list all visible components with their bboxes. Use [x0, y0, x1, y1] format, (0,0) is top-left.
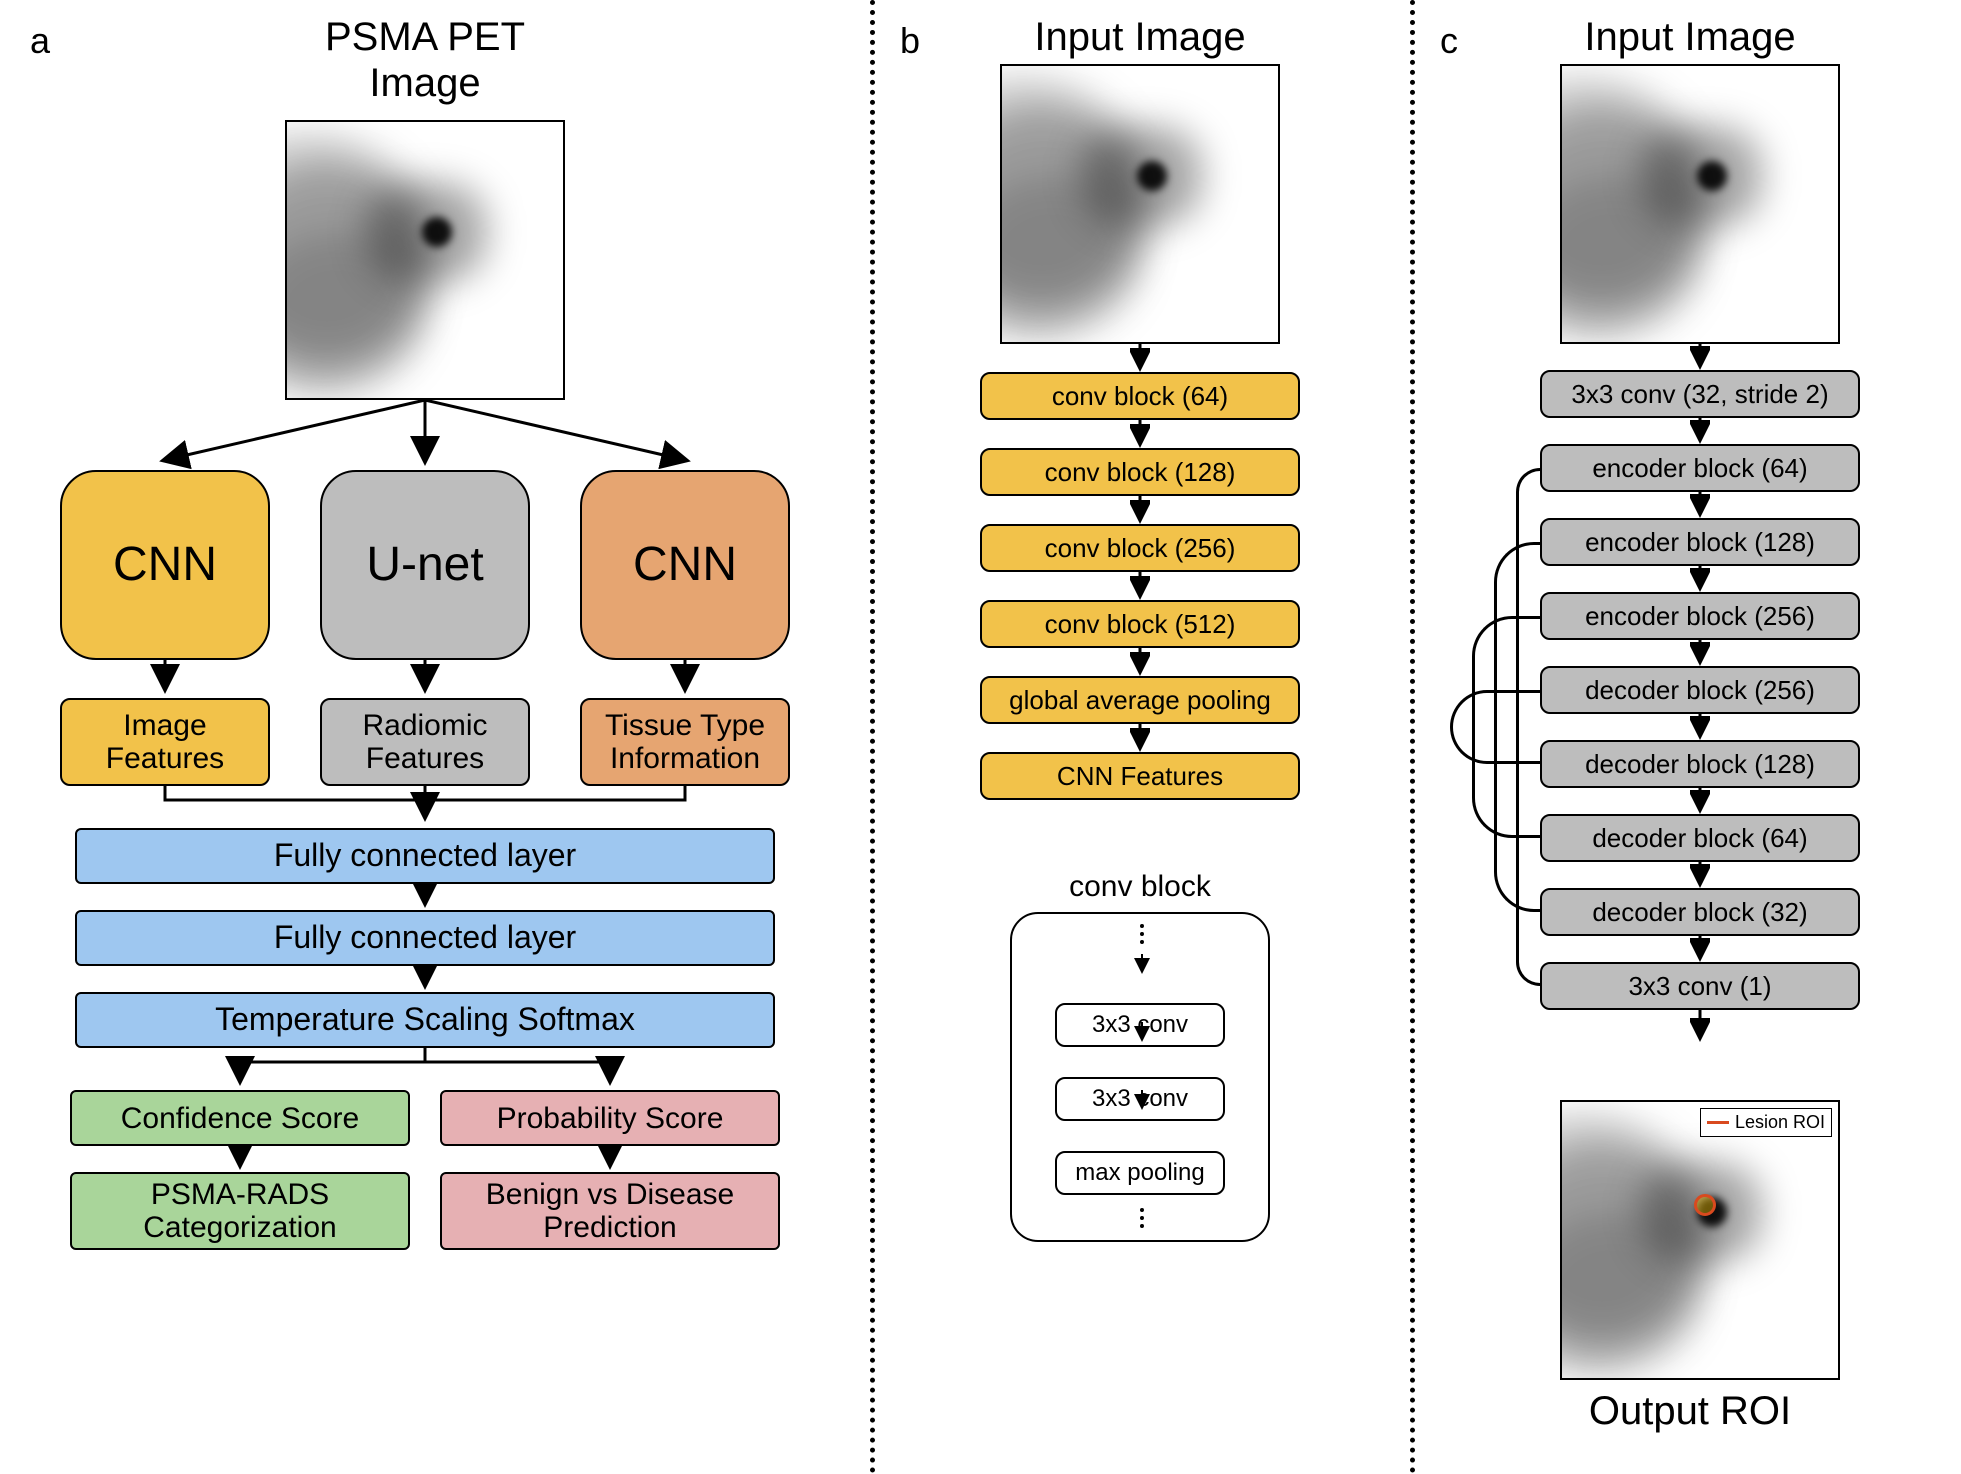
pet-image-b	[1000, 64, 1280, 344]
b-layer-5: CNN Features	[980, 752, 1300, 800]
branch-right-small-label: Tissue Type Information	[605, 709, 765, 775]
branch-right-big: CNN	[580, 470, 790, 660]
c-layer-2: encoder block (128)	[1540, 518, 1860, 566]
branch-left-big-label: CNN	[113, 539, 217, 592]
b-layer-0: conv block (64)	[980, 372, 1300, 420]
split-arrows-a	[60, 400, 790, 480]
divider-ab	[870, 0, 875, 1474]
output-left-1-label: PSMA-RADS Categorization	[143, 1178, 336, 1244]
convblock-title: conv block	[890, 870, 1390, 905]
c-layer-4: decoder block (256)	[1540, 666, 1860, 714]
roi-legend-swatch-icon	[1707, 1121, 1729, 1124]
convblock-arrows-icon	[1132, 954, 1152, 1164]
branch-left-small: Image Features	[60, 698, 270, 786]
c-layer-0: 3x3 conv (32, stride 2)	[1540, 370, 1860, 418]
branch-middle-small: Radiomic Features	[320, 698, 530, 786]
branch-right-small: Tissue Type Information	[580, 698, 790, 786]
arrow-s1-s2	[0, 966, 850, 992]
stack-1-label: Fully connected layer	[274, 920, 576, 955]
panel-c-title: Input Image	[1430, 14, 1950, 60]
c-layer-7: decoder block (32)	[1540, 888, 1860, 936]
branch-middle-small-label: Radiomic Features	[362, 709, 487, 775]
convblock-dots-top-icon	[1132, 922, 1152, 952]
b-layer-1: conv block (128)	[980, 448, 1300, 496]
branch-left-small-label: Image Features	[106, 709, 224, 775]
panel-a-title: PSMA PET Image	[0, 14, 850, 106]
b-layer-3: conv block (512)	[980, 600, 1300, 648]
output-roi-title: Output ROI	[1430, 1388, 1950, 1434]
stack-1: Fully connected layer	[75, 910, 775, 966]
pet-image-c-out: Lesion ROI	[1560, 1100, 1840, 1380]
output-left-0-label: Confidence Score	[121, 1102, 359, 1135]
output-right-1: Benign vs Disease Prediction	[440, 1172, 780, 1250]
panel-b-title: Input Image	[890, 14, 1390, 60]
b-layer-2: conv block (256)	[980, 524, 1300, 572]
pet-image-c	[1560, 64, 1840, 344]
c-layer-6: decoder block (64)	[1540, 814, 1860, 862]
stack-0: Fully connected layer	[75, 828, 775, 884]
branch-right-big-label: CNN	[633, 539, 737, 592]
c-layer-5: decoder block (128)	[1540, 740, 1860, 788]
branch-middle-big-label: U-net	[366, 539, 483, 592]
roi-legend: Lesion ROI	[1700, 1108, 1832, 1137]
output-left-0: Confidence Score	[70, 1090, 410, 1146]
stack-2: Temperature Scaling Softmax	[75, 992, 775, 1048]
output-right-0-label: Probability Score	[497, 1102, 724, 1135]
arrows-out-to-final	[0, 1146, 850, 1172]
branch-middle-big: U-net	[320, 470, 530, 660]
output-left-1: PSMA-RADS Categorization	[70, 1172, 410, 1250]
roi-legend-label: Lesion ROI	[1735, 1112, 1825, 1133]
stack-0-label: Fully connected layer	[274, 838, 576, 873]
b-layer-4: global average pooling	[980, 676, 1300, 724]
c-layer-8: 3x3 conv (1)	[1540, 962, 1860, 1010]
branch-left-big: CNN	[60, 470, 270, 660]
output-right-1-label: Benign vs Disease Prediction	[486, 1178, 734, 1244]
stack-2-label: Temperature Scaling Softmax	[215, 1002, 635, 1037]
convblock-outline: 3x3 conv 3x3 conv max pooling	[1010, 912, 1270, 1242]
convblock-dots-bottom-icon	[1132, 1206, 1152, 1236]
divider-bc	[1410, 0, 1415, 1474]
arrows-big-to-small	[0, 660, 850, 700]
roi-marker	[1694, 1194, 1716, 1216]
panel-a-title-text: PSMA PET Image	[325, 15, 525, 105]
merge-bracket	[60, 786, 790, 826]
arrow-s0-s1	[0, 884, 850, 910]
c-layer-3: encoder block (256)	[1540, 592, 1860, 640]
skip-4-5	[1450, 690, 1540, 764]
c-layer-1: encoder block (64)	[1540, 444, 1860, 492]
pet-image-a	[285, 120, 565, 400]
output-right-0: Probability Score	[440, 1090, 780, 1146]
bifurcation	[60, 1048, 790, 1088]
